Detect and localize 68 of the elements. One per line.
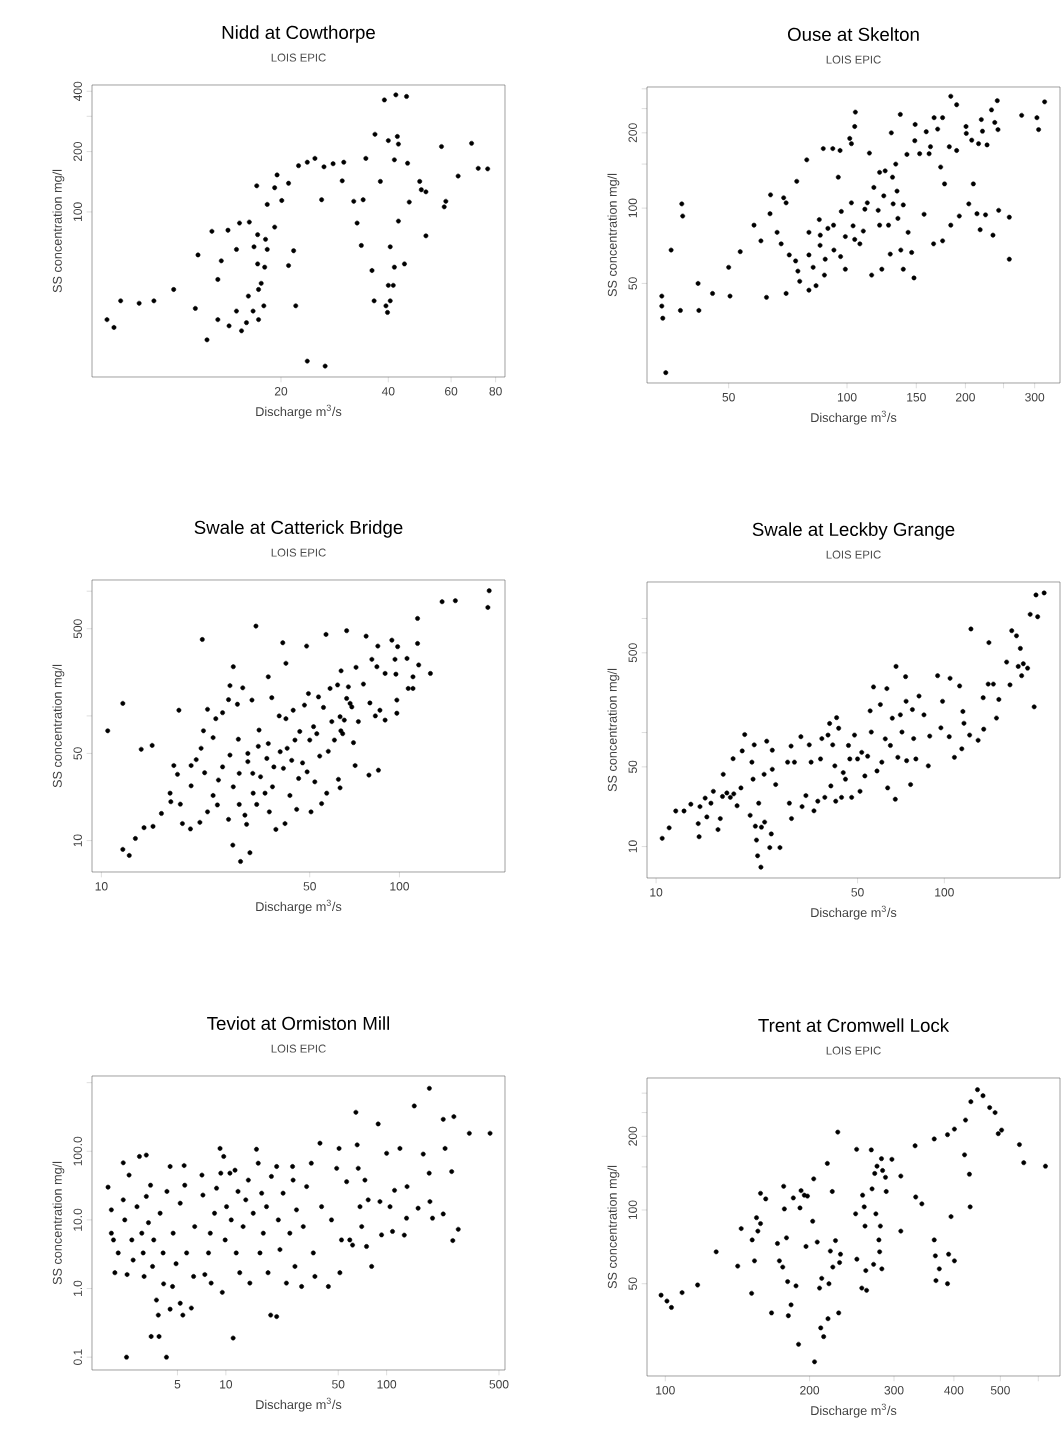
y-tick-label: 50 bbox=[628, 1277, 637, 1290]
chart-subtitle: LOIS EPIC bbox=[826, 1046, 881, 1055]
x-tick-label: 50 bbox=[303, 882, 316, 891]
y-tick-label: 50 bbox=[628, 760, 637, 774]
x-tick-label: 10 bbox=[650, 888, 663, 897]
x-tick-label: 10 bbox=[95, 882, 108, 891]
x-tick-label: 200 bbox=[800, 1386, 820, 1395]
y-axis-title: SS concentration mg/l bbox=[52, 169, 65, 293]
x-tick-label: 60 bbox=[445, 387, 458, 396]
chart-title: Swale at Catterick Bridge bbox=[194, 520, 403, 538]
y-axis-title: SS concentration mg/l bbox=[607, 1165, 620, 1289]
x-axis-title: Discharge m$^{3}$/s bbox=[811, 1403, 897, 1418]
y-tick-label: 1.0 bbox=[73, 1280, 82, 1296]
y-tick-label: 200 bbox=[628, 123, 637, 143]
x-tick-label: 100 bbox=[656, 1386, 675, 1395]
chart-subtitle: LOIS EPIC bbox=[826, 550, 881, 559]
x-axis-title: Discharge m$^{3}$/s bbox=[811, 905, 897, 920]
x-tick-label: 400 bbox=[944, 1386, 964, 1395]
x-tick-label: 100 bbox=[935, 888, 954, 897]
x-tick-label: 100 bbox=[377, 1380, 397, 1389]
y-tick-label: 100 bbox=[628, 198, 637, 218]
chart-title: Nidd at Cowthorpe bbox=[222, 25, 375, 43]
y-tick-label: 10 bbox=[73, 834, 82, 847]
x-axis-title: Discharge m$^{3}$/s bbox=[811, 410, 897, 425]
x-tick-label: 40 bbox=[381, 387, 395, 396]
x-tick-label: 300 bbox=[884, 1386, 904, 1395]
y-tick-label: 100 bbox=[73, 202, 82, 221]
y-tick-label: 100 bbox=[628, 1200, 637, 1220]
x-tick-label: 100 bbox=[837, 392, 857, 402]
x-axis-title: Discharge m$^{3}$/s bbox=[256, 404, 342, 419]
chart-title: Trent at Cromwell Lock bbox=[758, 1018, 950, 1033]
chart-title: Ouse at Skelton bbox=[787, 27, 919, 42]
y-axis-title: SS concentration mg/l bbox=[607, 173, 620, 297]
x-tick-label: 80 bbox=[489, 387, 502, 396]
x-tick-label: 150 bbox=[907, 392, 926, 402]
x-tick-label: 50 bbox=[851, 888, 864, 897]
x-axis-title: Discharge m$^{3}$/s bbox=[256, 899, 342, 914]
x-tick-label: 20 bbox=[274, 387, 288, 396]
y-tick-label: 200 bbox=[73, 142, 82, 161]
chart-subtitle: LOIS EPIC bbox=[271, 53, 326, 62]
y-tick-label: 200 bbox=[628, 1126, 637, 1146]
x-axis-title: Discharge m$^{3}$/s bbox=[256, 1397, 342, 1412]
chart-title: Swale at Leckby Grange bbox=[752, 522, 955, 540]
x-tick-label: 500 bbox=[489, 1380, 509, 1389]
x-tick-label: 50 bbox=[332, 1380, 345, 1389]
y-tick-label: 50 bbox=[628, 277, 637, 290]
x-tick-label: 10 bbox=[220, 1380, 233, 1389]
x-tick-label: 500 bbox=[990, 1386, 1010, 1395]
chart-subtitle: LOIS EPIC bbox=[271, 1044, 326, 1053]
y-tick-label: 500 bbox=[73, 619, 82, 639]
y-tick-label: 0.1 bbox=[73, 1349, 82, 1366]
y-axis-title: SS concentration mg/l bbox=[52, 1161, 65, 1285]
y-axis-title: SS concentration mg/l bbox=[607, 668, 620, 792]
chart-subtitle: LOIS EPIC bbox=[826, 55, 881, 64]
chart-subtitle: LOIS EPIC bbox=[271, 548, 326, 557]
x-tick-label: 300 bbox=[1025, 392, 1045, 402]
y-tick-label: 50 bbox=[73, 747, 82, 760]
y-tick-label: 400 bbox=[73, 81, 82, 102]
x-tick-label: 5 bbox=[174, 1380, 181, 1389]
y-tick-label: 500 bbox=[628, 643, 637, 663]
x-tick-label: 200 bbox=[956, 392, 975, 402]
y-tick-label: 10.0 bbox=[73, 1208, 82, 1231]
y-axis-title: SS concentration mg/l bbox=[52, 664, 65, 788]
x-tick-label: 100 bbox=[390, 882, 410, 891]
x-tick-label: 50 bbox=[722, 392, 735, 402]
y-tick-label: 100.0 bbox=[73, 1136, 82, 1166]
chart-title: Teviot at Ormiston Mill bbox=[207, 1016, 390, 1031]
y-tick-label: 10 bbox=[628, 840, 637, 853]
